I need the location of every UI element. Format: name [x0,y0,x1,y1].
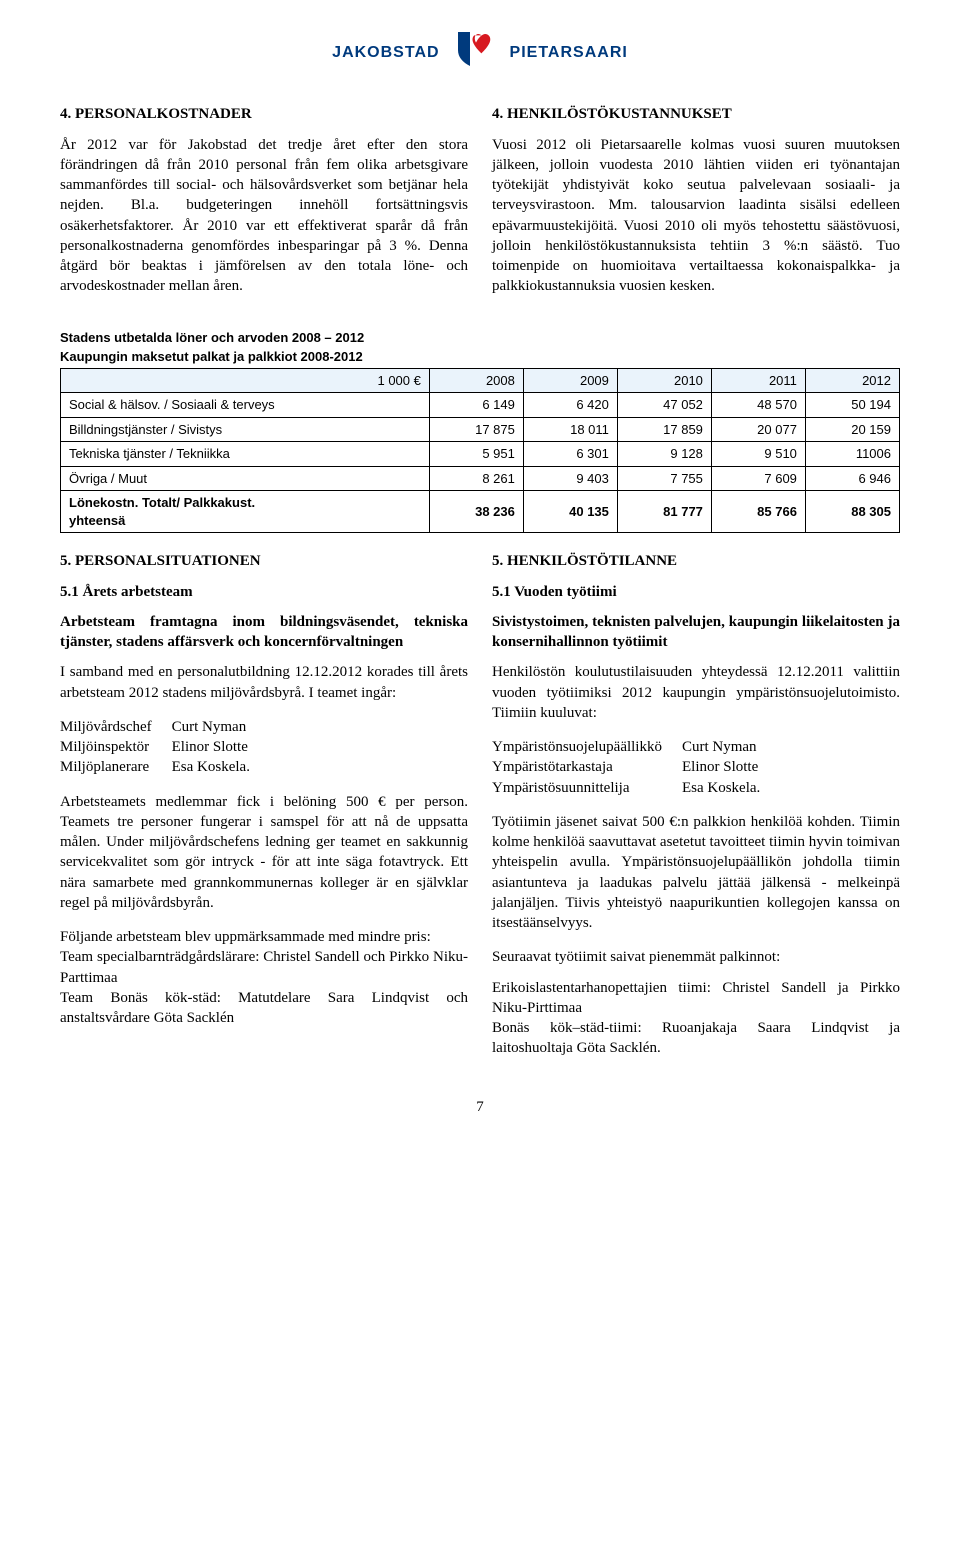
section-4-right-p1: Vuosi 2012 oli Pietarsaarelle kolmas vuo… [492,135,900,297]
header-right-text: PIETARSAARI [510,42,628,64]
section-5-right: 5. HENKILÖSTÖTILANNE 5.1 Vuoden työtiimi… [492,551,900,1072]
row-val: 9 403 [523,466,617,491]
section-5-left-title: 5. PERSONALSITUATIONEN [60,551,468,571]
row-val: 5 951 [429,442,523,467]
total-val: 88 305 [805,491,899,533]
section-5-left-p4: Följande arbetsteam blev uppmärksammade … [60,927,468,947]
section-5-right-p5: Erikoislastentarhanopettajien tiimi: Chr… [492,978,900,1019]
table-heading-1: Stadens utbetalda löner och arvoden 2008… [60,329,900,347]
section-5-columns: 5. PERSONALSITUATIONEN 5.1 Årets arbetst… [60,551,900,1072]
role-name: Esa Koskela. [172,757,468,777]
total-val: 81 777 [617,491,711,533]
left-role-list: Miljövårdschef Curt Nyman Miljöinspektör… [60,717,468,778]
year-col: 2012 [805,368,899,393]
row-val: 8 261 [429,466,523,491]
total-label: Lönekostn. Totalt/ Palkkakust. yhteensä [61,491,430,533]
section-4-right-title: 4. HENKILÖSTÖKUSTANNUKSET [492,104,900,124]
table-row: Social & hälsov. / Sosiaali & terveys 6 … [61,393,900,418]
row-val: 17 875 [429,417,523,442]
page-header: JAKOBSTAD PIETARSAARI [60,30,900,76]
page-number: 7 [60,1097,900,1117]
row-val: 9 510 [711,442,805,467]
year-col: 2010 [617,368,711,393]
section-5-right-p3: Työtiimin jäsenet saivat 500 €:n palkkio… [492,812,900,934]
role-name: Esa Koskela. [682,778,900,798]
role-title: Miljövårdschef [60,717,152,737]
total-label-1: Lönekostn. Totalt/ Palkkakust. [69,495,255,510]
section-5-left-p5: Team specialbarnträdgårdslärare: Christe… [60,947,468,988]
row-val: 6 149 [429,393,523,418]
row-val: 6 946 [805,466,899,491]
year-col: 2009 [523,368,617,393]
row-val: 11006 [805,442,899,467]
row-val: 9 128 [617,442,711,467]
section-5-left-p2: I samband med en personalutbildning 12.1… [60,662,468,703]
row-val: 6 420 [523,393,617,418]
row-val: 20 159 [805,417,899,442]
header-left-text: JAKOBSTAD [332,42,439,64]
section-5-right-bold: Sivistystoimen, teknisten palvelujen, ka… [492,612,900,653]
section-5-left-sub: 5.1 Årets arbetsteam [60,582,468,602]
section-5-right-p6: Bonäs kök–städ-tiimi: Ruoanjakaja Saara … [492,1018,900,1059]
section-4-columns: 4. PERSONALKOSTNADER År 2012 var för Jak… [60,104,900,310]
section-4-left: 4. PERSONALKOSTNADER År 2012 var för Jak… [60,104,468,310]
salary-table-block: Stadens utbetalda löner och arvoden 2008… [60,329,900,534]
section-5-right-title: 5. HENKILÖSTÖTILANNE [492,551,900,571]
row-val: 7 755 [617,466,711,491]
role-name: Curt Nyman [172,717,468,737]
row-label: Tekniska tjänster / Tekniikka [61,442,430,467]
table-header-row: 1 000 € 2008 2009 2010 2011 2012 [61,368,900,393]
section-5-right-sub: 5.1 Vuoden työtiimi [492,582,900,602]
section-5-left-bold: Arbetsteam framtagna inom bildningsväsen… [60,612,468,653]
row-val: 18 011 [523,417,617,442]
section-4-right: 4. HENKILÖSTÖKUSTANNUKSET Vuosi 2012 oli… [492,104,900,310]
row-val: 47 052 [617,393,711,418]
section-5-left-p6: Team Bonäs kök-städ: Matutdelare Sara Li… [60,988,468,1029]
year-col: 2011 [711,368,805,393]
role-title: Ympäristönsuojelupäällikkö [492,737,662,757]
section-5-left: 5. PERSONALSITUATIONEN 5.1 Årets arbetst… [60,551,468,1072]
table-row: Övriga / Muut 8 261 9 403 7 755 7 609 6 … [61,466,900,491]
row-val: 7 609 [711,466,805,491]
section-5-right-p4: Seuraavat työtiimit saivat pienemmät pal… [492,947,900,967]
section-4-left-p1: År 2012 var för Jakobstad det tredje åre… [60,135,468,297]
row-val: 17 859 [617,417,711,442]
section-5-right-p2: Henkilöstön koulutustilaisuuden yhteydes… [492,662,900,723]
unit-label: 1 000 € [61,368,430,393]
table-row: Billdningstjänster / Sivistys 17 875 18 … [61,417,900,442]
table-total-row: Lönekostn. Totalt/ Palkkakust. yhteensä … [61,491,900,533]
heart-shield-icon [452,30,498,76]
salary-table: 1 000 € 2008 2009 2010 2011 2012 Social … [60,368,900,534]
row-label: Övriga / Muut [61,466,430,491]
total-val: 40 135 [523,491,617,533]
role-name: Elinor Slotte [682,757,900,777]
row-val: 48 570 [711,393,805,418]
role-title: Ympäristötarkastaja [492,757,662,777]
row-val: 50 194 [805,393,899,418]
role-name: Elinor Slotte [172,737,468,757]
role-title: Ympäristösuunnittelija [492,778,662,798]
role-name: Curt Nyman [682,737,900,757]
row-val: 20 077 [711,417,805,442]
table-heading-2: Kaupungin maksetut palkat ja palkkiot 20… [60,348,900,366]
total-val: 85 766 [711,491,805,533]
total-val: 38 236 [429,491,523,533]
total-label-2: yhteensä [69,513,125,528]
role-title: Miljöinspektör [60,737,152,757]
row-label: Social & hälsov. / Sosiaali & terveys [61,393,430,418]
right-role-list: Ympäristönsuojelupäällikkö Curt Nyman Ym… [492,737,900,798]
year-col: 2008 [429,368,523,393]
table-row: Tekniska tjänster / Tekniikka 5 951 6 30… [61,442,900,467]
section-4-left-title: 4. PERSONALKOSTNADER [60,104,468,124]
role-title: Miljöplanerare [60,757,152,777]
row-label: Billdningstjänster / Sivistys [61,417,430,442]
section-5-left-p3: Arbetsteamets medlemmar fick i belöning … [60,792,468,914]
row-val: 6 301 [523,442,617,467]
